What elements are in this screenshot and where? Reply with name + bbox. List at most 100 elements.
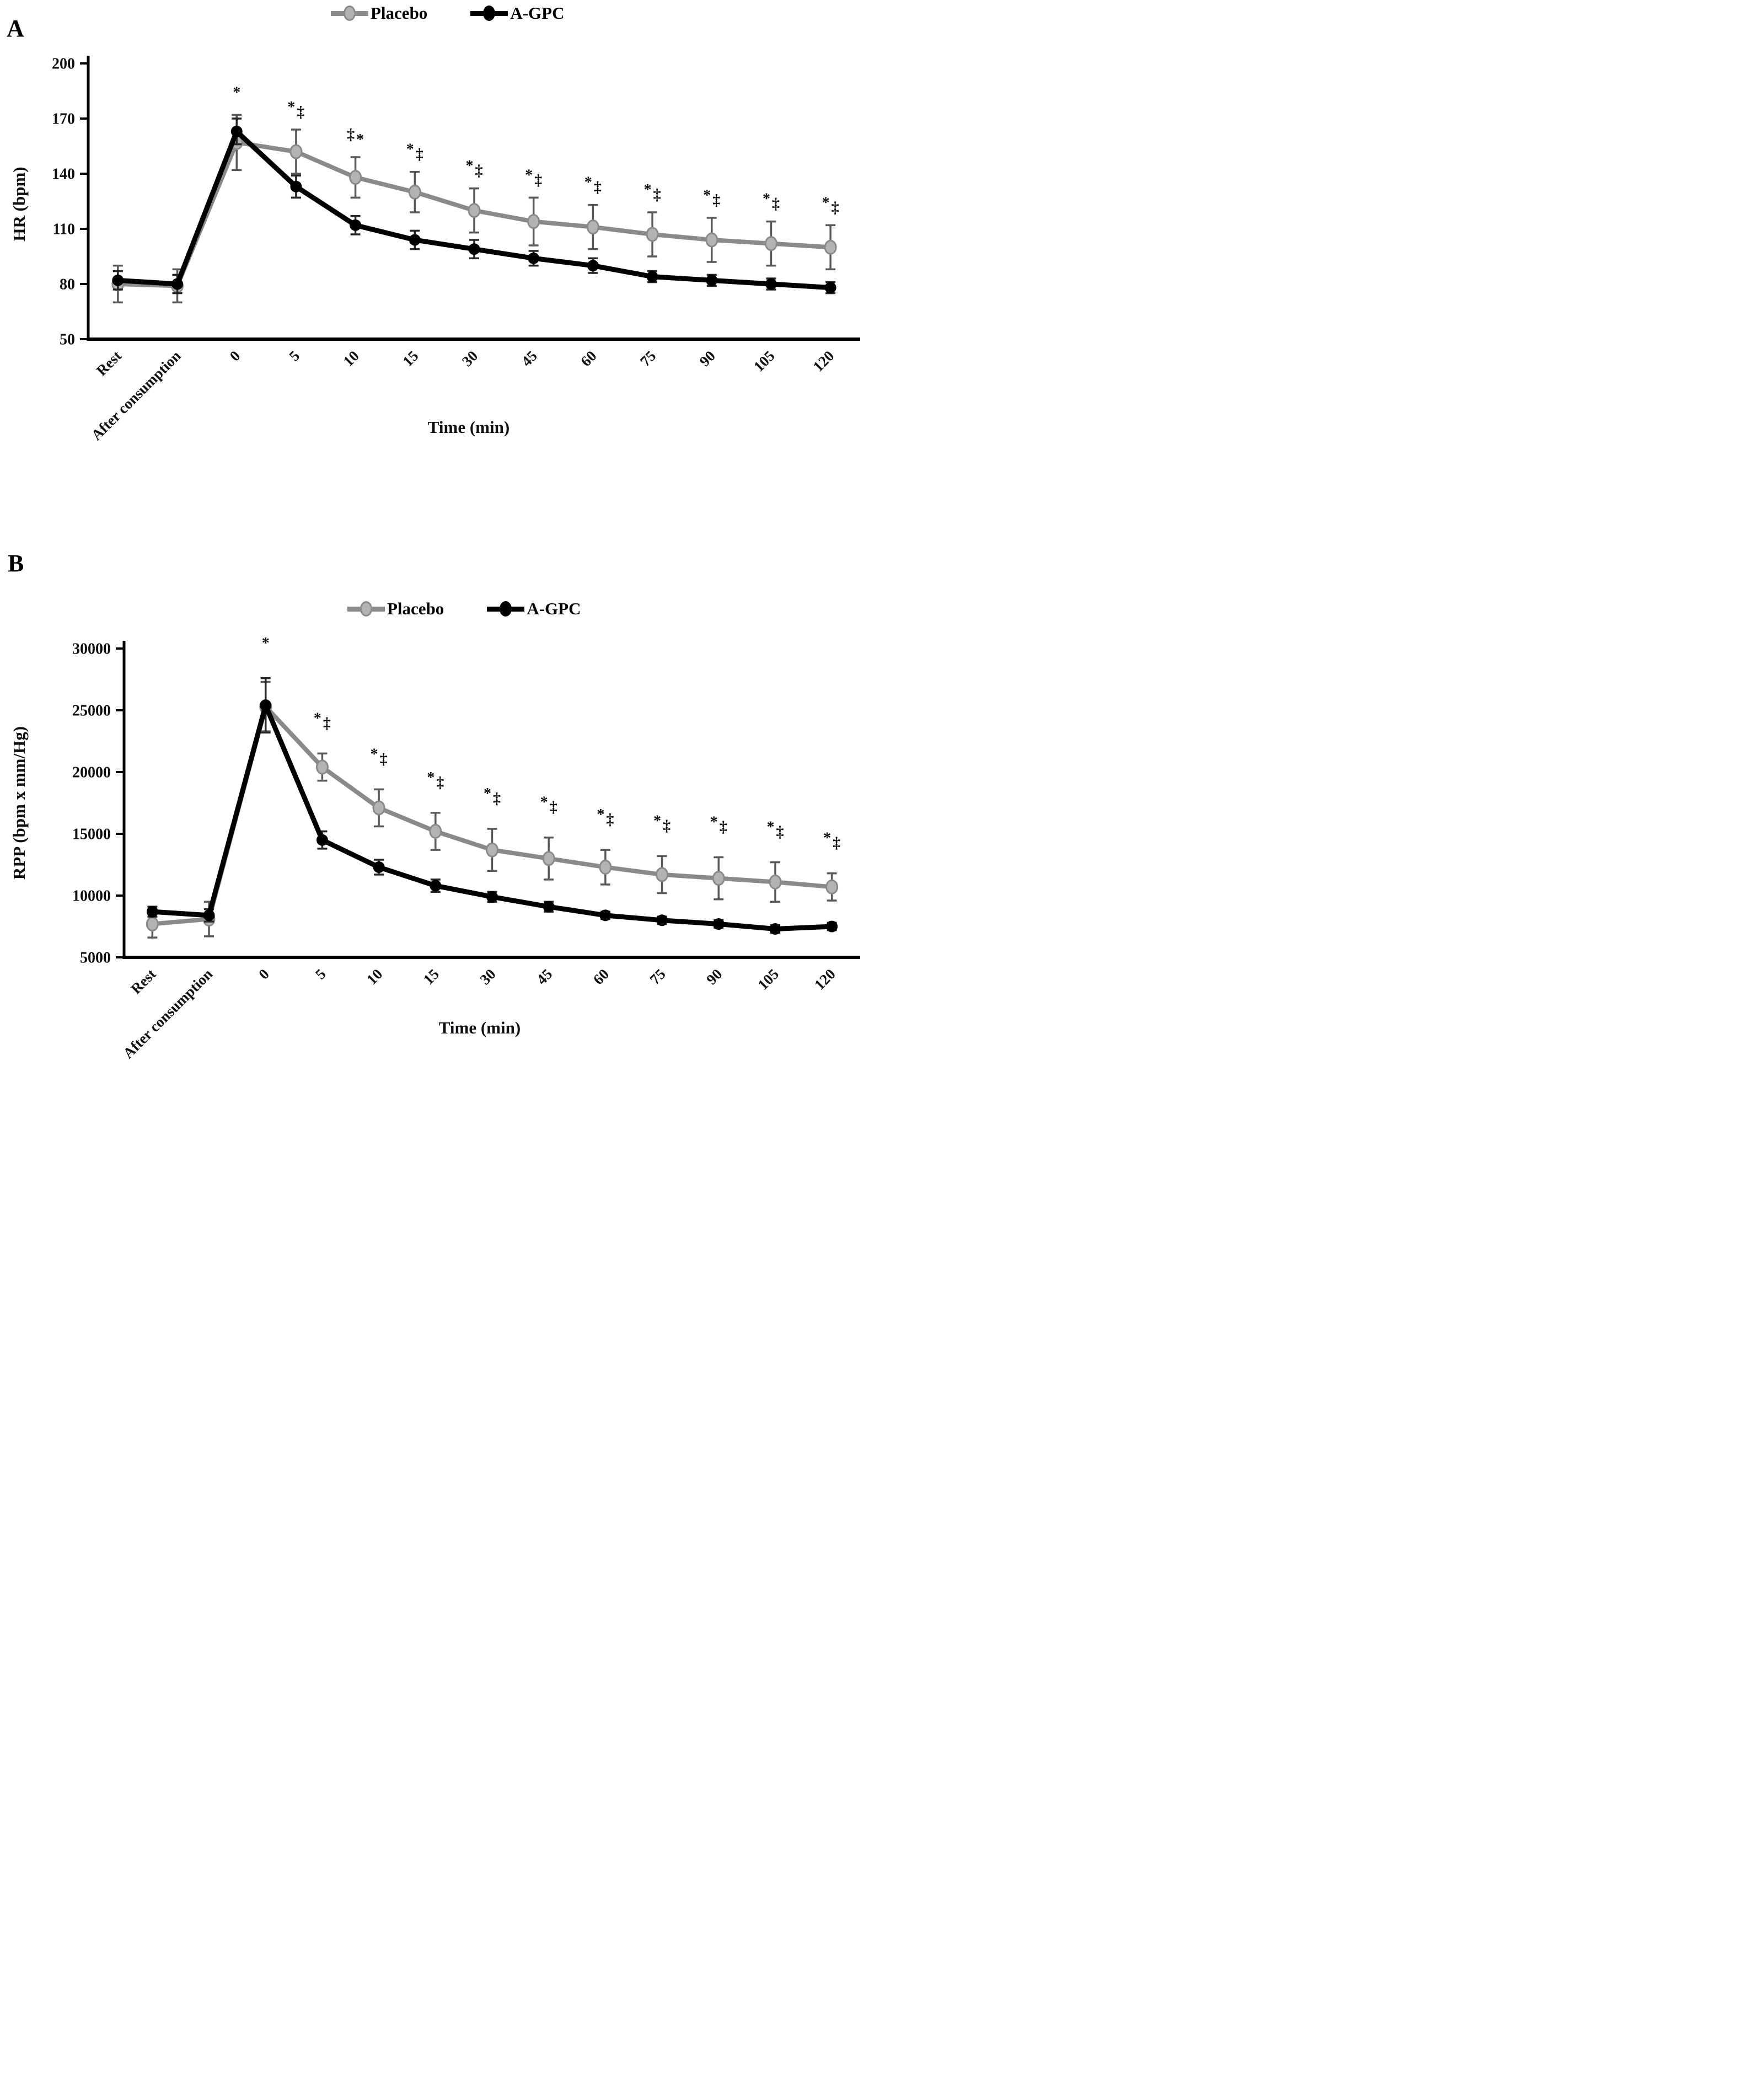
annotation: * ‡ <box>644 181 661 203</box>
data-point-marker <box>171 278 184 290</box>
y-tick-label: 80 <box>60 276 75 293</box>
data-point-marker <box>824 282 836 294</box>
y-axis-ticks: 5000 10000 15000 20000 25000 30000 <box>72 641 124 967</box>
x-tick-label: 45 <box>533 966 555 988</box>
data-point-marker <box>290 180 302 192</box>
annotation: * ‡ <box>766 819 784 841</box>
data-point-marker <box>315 759 329 775</box>
annotation: * ‡ <box>823 830 840 852</box>
data-point-marker <box>260 699 272 711</box>
x-tick-label: 30 <box>459 347 481 369</box>
annotation: * <box>233 84 240 101</box>
legend-label-placebo: Placebo <box>371 3 428 23</box>
x-tick-label: 5 <box>286 347 303 365</box>
x-tick-label: 60 <box>577 347 599 369</box>
data-point-marker <box>825 879 839 894</box>
x-tick-label: 120 <box>810 347 838 375</box>
data-point-marker <box>824 239 837 255</box>
legend-label-agpc: A-GPC <box>510 3 565 23</box>
y-tick-label: 200 <box>52 56 75 73</box>
series-a-gpc <box>146 677 838 935</box>
data-point-marker <box>527 214 540 229</box>
series-markers <box>111 135 837 293</box>
data-point-marker <box>543 901 555 913</box>
annotation: * ‡ <box>703 187 720 209</box>
series-markers <box>146 699 838 935</box>
data-point-marker <box>468 203 481 218</box>
annotation: * ‡ <box>466 158 483 180</box>
x-axis-title: Time (min) <box>439 1018 521 1037</box>
data-point-marker <box>350 219 362 231</box>
x-tick-label: 75 <box>637 347 659 369</box>
y-tick-label: 110 <box>53 221 75 238</box>
data-point-marker <box>705 232 718 248</box>
annotation: * <box>262 635 270 652</box>
x-tick-label: 10 <box>363 966 385 988</box>
data-point-marker <box>203 909 215 922</box>
data-point-marker <box>112 274 124 286</box>
x-tick-label: 90 <box>703 966 725 988</box>
x-tick-label: 0 <box>227 347 244 365</box>
x-tick-label: 105 <box>750 347 778 375</box>
data-point-marker <box>646 271 658 283</box>
data-point-marker <box>430 880 442 892</box>
x-tick-label: Rest <box>93 347 125 379</box>
legend-label-agpc-b: A-GPC <box>527 599 581 618</box>
data-point-marker <box>712 871 725 886</box>
data-point-marker <box>289 144 303 159</box>
agpc-line-marker-icon <box>470 4 508 23</box>
significance-annotations: * * ‡ ‡ * * ‡ * ‡ * ‡ * ‡ * ‡ * ‡ * ‡ * ‡ <box>233 84 839 216</box>
data-point-marker <box>372 800 385 816</box>
x-tick-label: 30 <box>476 966 498 988</box>
data-point-marker <box>587 260 599 272</box>
data-point-marker <box>429 824 442 839</box>
data-point-marker <box>542 851 555 866</box>
data-point-marker <box>486 891 498 903</box>
data-point-marker <box>765 278 777 290</box>
x-tick-label: Rest <box>127 966 159 997</box>
x-tick-label: 0 <box>255 966 272 983</box>
data-point-marker <box>769 874 782 890</box>
x-tick-label: 90 <box>696 347 718 369</box>
y-tick-label: 170 <box>52 111 75 128</box>
y-tick-label: 15000 <box>72 826 111 843</box>
data-point-marker <box>409 234 421 246</box>
data-point-marker <box>316 834 328 846</box>
annotation: * ‡ <box>584 174 602 196</box>
data-point-marker <box>769 923 781 935</box>
legend-item-agpc-b: A-GPC <box>487 599 581 619</box>
data-point-marker <box>146 917 159 932</box>
x-tick-label: 105 <box>754 966 782 993</box>
data-point-marker <box>146 906 158 918</box>
data-point-marker <box>706 274 718 286</box>
data-point-marker <box>468 243 480 255</box>
y-axis-ticks: 50 80 110 140 170 200 <box>52 56 88 349</box>
x-tick-label: 120 <box>811 966 839 993</box>
significance-annotations: * * ‡ * ‡ * ‡ * ‡ * ‡ * ‡ * ‡ * ‡ * ‡ * ‡ <box>262 635 840 852</box>
x-tick-label: 10 <box>340 347 362 369</box>
data-point-marker <box>408 184 421 200</box>
annotation: * ‡ <box>371 746 388 768</box>
data-point-marker <box>349 170 362 185</box>
annotation: * ‡ <box>763 191 780 213</box>
data-point-marker <box>373 861 385 873</box>
y-tick-label: 20000 <box>72 764 111 781</box>
panel-b-letter: B <box>8 550 24 577</box>
annotation: * ‡ <box>822 194 839 216</box>
legend-item-placebo: Placebo <box>331 3 427 23</box>
x-tick-label: 75 <box>647 966 669 988</box>
legend-item-agpc: A-GPC <box>470 3 564 23</box>
data-point-marker <box>826 920 838 933</box>
y-tick-label: 5000 <box>80 950 111 967</box>
legend-label-placebo-b: Placebo <box>387 599 444 618</box>
data-point-marker <box>599 859 612 875</box>
placebo-line-marker-icon <box>331 4 368 23</box>
x-tick-label: 15 <box>399 347 421 369</box>
y-axis-title: RPP (bpm x mm/Hg) <box>9 726 29 880</box>
annotation: * ‡ <box>406 141 423 163</box>
y-tick-label: 10000 <box>72 888 111 905</box>
annotation: * ‡ <box>653 812 670 834</box>
